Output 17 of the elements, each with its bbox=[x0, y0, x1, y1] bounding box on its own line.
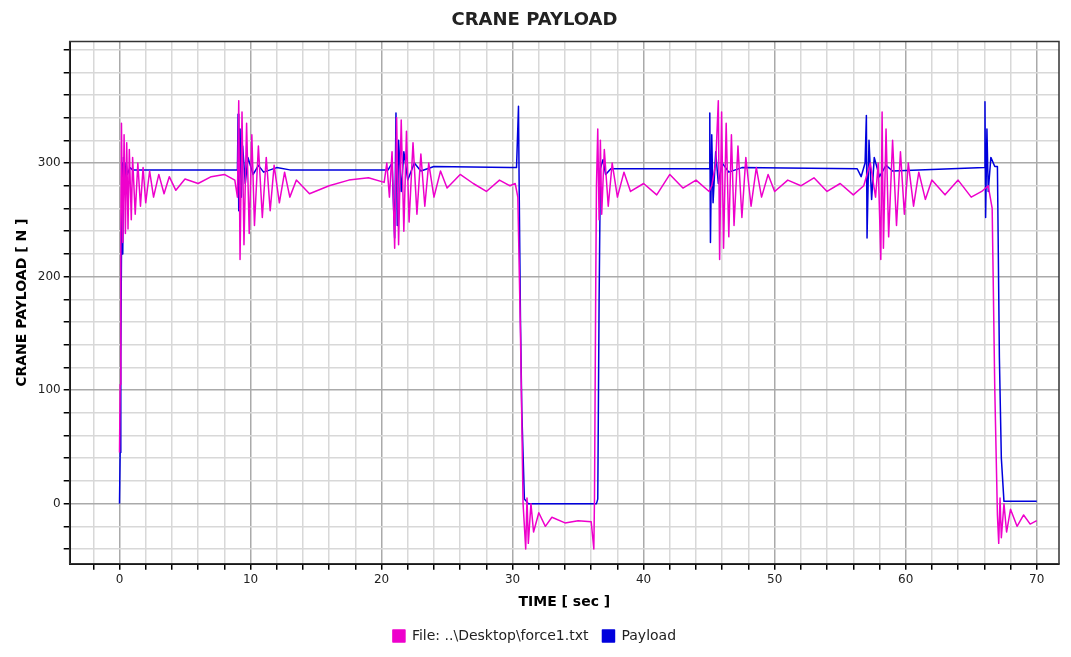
x-axis-title: TIME [ sec ] bbox=[518, 593, 611, 610]
y-tick-label: 200 bbox=[37, 268, 61, 283]
y-tick-label: 100 bbox=[37, 382, 61, 397]
x-tick-label: 20 bbox=[373, 572, 390, 587]
x-tick-label: 60 bbox=[898, 572, 914, 587]
y-tick-label: 300 bbox=[37, 155, 61, 170]
x-tick-label: 0 bbox=[115, 572, 124, 587]
legend-label: File: ..\Desktop\force1.txt bbox=[411, 626, 589, 643]
x-tick-label: 70 bbox=[1029, 572, 1045, 587]
y-tick-label: 0 bbox=[53, 495, 61, 510]
x-tick-label: 40 bbox=[635, 572, 652, 587]
x-tick-label: 10 bbox=[242, 572, 259, 587]
legend-label: Payload bbox=[621, 626, 677, 643]
y-axis-title: CRANE PAYLOAD [ N ] bbox=[13, 218, 30, 387]
chart-title: CRANE PAYLOAD bbox=[451, 8, 618, 30]
x-tick-label: 30 bbox=[504, 572, 521, 587]
x-tick-label: 50 bbox=[767, 572, 783, 587]
